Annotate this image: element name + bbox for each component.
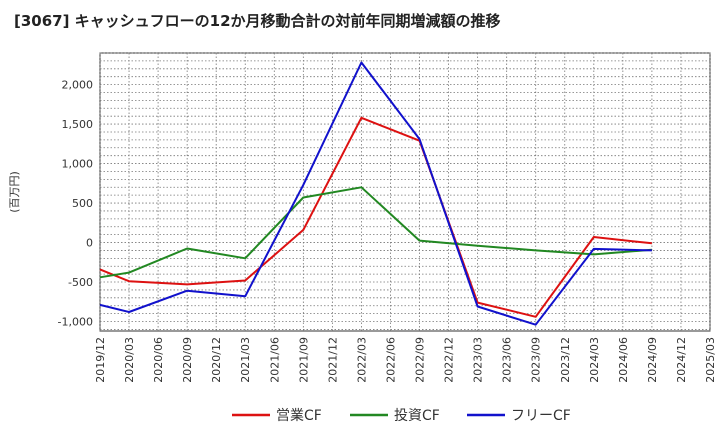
y-tick-label: 0 (86, 237, 93, 250)
x-tick-label: 2022/03 (355, 337, 368, 383)
legend-label: 投資CF (394, 408, 440, 424)
x-tick-label: 2024/12 (675, 337, 688, 383)
x-tick-label: 2020/06 (152, 337, 165, 383)
x-tick-label: 2023/09 (530, 337, 543, 383)
series-line (99, 116, 653, 318)
y-tick-label: 2,000 (62, 79, 94, 92)
x-tick-label: 2022/12 (443, 337, 456, 383)
x-tick-label: 2024/06 (617, 337, 630, 383)
y-axis-label: (百万円) (8, 171, 21, 213)
x-tick-label: 2025/03 (704, 337, 717, 383)
x-tick-label: 2023/06 (501, 337, 514, 383)
chart-title: [3067] キャッシュフローの12か月移動合計の対前年同期増減額の推移 (14, 12, 501, 30)
x-tick-label: 2023/03 (472, 337, 485, 383)
x-tick-label: 2021/06 (268, 337, 281, 383)
x-tick-label: 2023/12 (559, 337, 572, 383)
x-tick-label: 2020/09 (181, 337, 194, 383)
x-tick-label: 2024/03 (588, 337, 601, 383)
y-tick-label: 1,500 (62, 118, 94, 131)
x-tick-label: 2022/06 (384, 337, 397, 383)
x-tick-label: 2024/09 (646, 337, 659, 383)
x-tick-label: 2021/03 (239, 337, 252, 383)
plot-area (99, 52, 711, 332)
x-tick-label: 2022/09 (414, 337, 427, 383)
x-tick-label: 2019/12 (94, 337, 107, 383)
y-tick-label: 500 (72, 197, 93, 210)
legend-label: 営業CF (276, 408, 322, 424)
x-tick-label: 2021/09 (297, 337, 310, 383)
x-tick-label: 2021/12 (326, 337, 339, 383)
x-tick-label: 2020/03 (123, 337, 136, 383)
series-line (99, 186, 652, 279)
y-tick-label: -500 (68, 276, 93, 289)
y-tick-label: 1,000 (62, 158, 94, 171)
x-tick-label: 2020/12 (210, 337, 223, 383)
legend-label: フリーCF (511, 408, 571, 424)
y-tick-label: -1,000 (58, 316, 93, 329)
series-line (99, 61, 652, 326)
